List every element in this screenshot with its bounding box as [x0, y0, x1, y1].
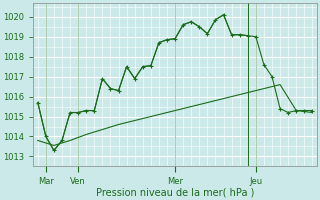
X-axis label: Pression niveau de la mer( hPa ): Pression niveau de la mer( hPa ) [96, 187, 254, 197]
